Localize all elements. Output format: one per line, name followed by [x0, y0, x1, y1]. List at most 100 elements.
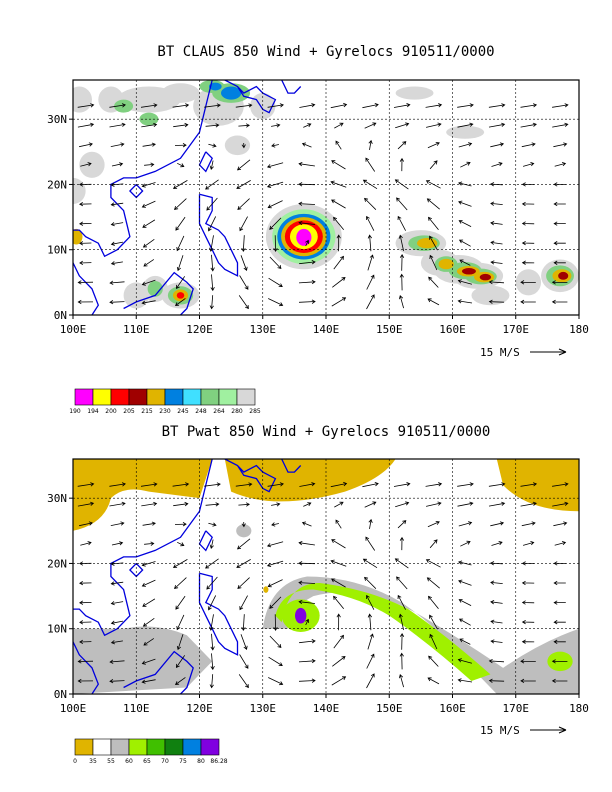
wind-vector: [368, 139, 373, 150]
coastline: [281, 459, 302, 473]
wind-vector: [298, 299, 316, 304]
wind-vector: [298, 678, 316, 683]
wind-vector: [110, 640, 123, 645]
wind-vector: [458, 579, 472, 586]
colorbar-label: 264: [213, 408, 225, 415]
wind-vector: [174, 143, 187, 148]
wind-vector: [298, 220, 316, 226]
wind-vector: [268, 656, 283, 667]
wind-vector: [331, 539, 346, 549]
wind-vector: [490, 240, 503, 245]
colorbar-swatch: [200, 738, 220, 756]
wind-vector: [458, 220, 472, 227]
cloud-patch: [161, 83, 200, 103]
wind-vector: [426, 122, 442, 128]
wind-vector: [273, 614, 278, 631]
pwat-ticks: 100E 110E 120E 130E 140E 150E 160E 170E 180 0N 10N…: [47, 492, 589, 715]
wind-vector: [238, 674, 249, 689]
wind-vector: [271, 143, 279, 148]
cloud-patch: [221, 86, 242, 100]
wind-vector: [175, 595, 186, 610]
wind-vector: [364, 501, 377, 508]
pwat-region-wet: [275, 583, 491, 681]
wind-vector: [141, 300, 156, 305]
wind-vector: [210, 653, 215, 671]
cloud-patch: [461, 268, 476, 275]
claus-panel: BT CLAUS 850 Wind + Gyrelocs 910511/0000…: [47, 44, 589, 415]
x-tick-label: 140E: [313, 323, 340, 336]
wind-vector: [298, 201, 316, 206]
wind-vector: [393, 103, 411, 108]
wind-vector: [141, 182, 156, 188]
wind-vector: [399, 633, 405, 650]
pwat-coastlines: [73, 459, 302, 694]
wind-vector: [241, 142, 246, 149]
wind-vector: [491, 541, 503, 546]
wind-vector: [209, 539, 214, 549]
wind-vector: [236, 159, 251, 171]
wind-vector: [273, 235, 278, 252]
wind-vector: [520, 122, 537, 128]
wind-vector: [110, 561, 124, 566]
wind-vector: [552, 482, 569, 487]
wind-vector: [266, 541, 284, 548]
wind-vector: [269, 596, 282, 609]
wind-vector: [490, 221, 503, 226]
wind-vector: [303, 502, 312, 507]
wind-vector: [144, 162, 155, 167]
wind-vector: [209, 614, 214, 631]
wind-vector: [110, 241, 124, 246]
wind-vector: [458, 239, 471, 247]
wind-vector: [398, 295, 404, 309]
wind-vector: [79, 639, 92, 645]
wind-vector: [271, 502, 281, 507]
wind-vector: [490, 260, 503, 265]
claus-coastlines: [73, 80, 302, 315]
wind-vector: [460, 161, 471, 168]
wind-vector: [488, 103, 506, 108]
wind-vector: [335, 140, 342, 150]
wind-vector: [522, 162, 535, 167]
wind-vector: [552, 103, 569, 108]
wind-vector: [490, 201, 503, 206]
wind-vector: [429, 160, 438, 170]
wind-vector: [394, 179, 409, 190]
x-tick-label: 150E: [376, 702, 403, 715]
wind-vector: [209, 160, 214, 170]
wind-vector: [460, 540, 471, 547]
wind-vector: [457, 103, 474, 108]
cloud-patch: [438, 258, 454, 270]
colorbar-label: 230: [159, 408, 171, 415]
coastline: [73, 641, 100, 694]
wind-vector: [173, 122, 189, 128]
wind-vector: [520, 501, 537, 507]
wind-vector: [77, 659, 94, 664]
wind-vector: [298, 599, 316, 605]
wind-vector: [330, 102, 348, 109]
colorbar-label: 70: [161, 758, 169, 765]
wind-vector: [393, 482, 411, 487]
wind-vector: [553, 639, 566, 644]
wind-vector: [204, 482, 221, 487]
wind-vector: [520, 482, 538, 487]
wind-vector: [521, 619, 535, 625]
claus-title: BT CLAUS 850 Wind + Gyrelocs 910511/0000: [157, 44, 494, 60]
wind-vector: [553, 142, 568, 148]
wind-vector: [110, 142, 125, 147]
y-tick-label: 0N: [54, 688, 67, 701]
wind-vector: [77, 122, 95, 128]
wind-vector: [333, 595, 345, 610]
wind-vector: [269, 217, 282, 230]
colorbar-swatch: [182, 388, 202, 406]
wind-vector: [554, 541, 567, 546]
wind-vector: [174, 298, 186, 306]
wind-vector: [235, 103, 253, 108]
colorbar-swatch: [182, 738, 202, 756]
wind-vector: [553, 521, 568, 527]
coastline: [198, 151, 213, 173]
wind-vector: [175, 655, 186, 669]
wind-vector: [429, 614, 438, 630]
claus-colorbar: 190 194 200 205 215 230 245 248 264 280 285: [69, 388, 261, 415]
wind-vector: [79, 620, 92, 625]
wind-vector: [366, 594, 375, 610]
